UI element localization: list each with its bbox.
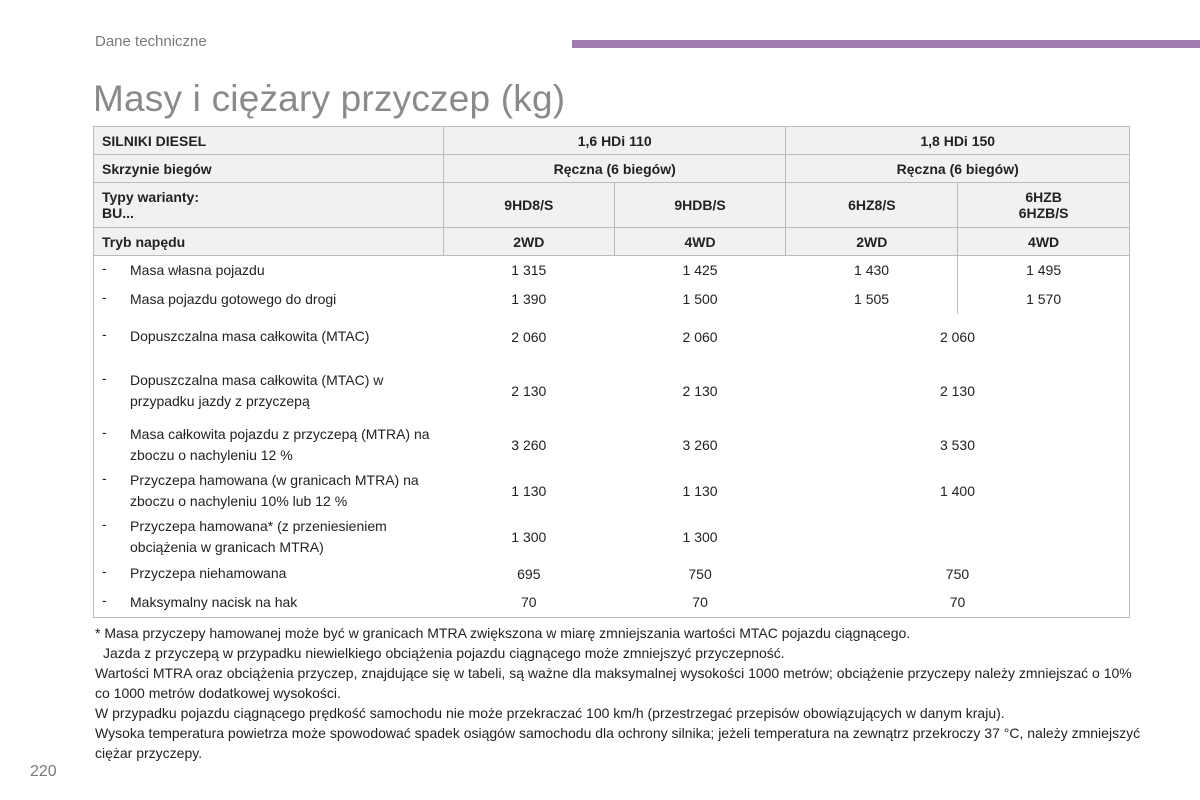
row-dash: - [102, 469, 107, 486]
row-value: 1 400 [785, 467, 1130, 514]
row-value: 3 260 [682, 436, 718, 453]
footnotes: * Masa przyczepy hamowanej może być w gr… [95, 623, 1145, 763]
drive-2: 4WD [613, 227, 787, 256]
variants-label: Typy warianty: BU... [93, 182, 444, 228]
table-row-gearbox: Skrzynie biegów Ręczna (6 biegów) Ręczna… [93, 154, 1130, 183]
table-row-variants: Typy warianty: BU... 9HD8/S 9HDB/S 6HZ8/… [93, 182, 1130, 228]
gearbox-2: Ręczna (6 biegów) [785, 154, 1130, 183]
row-value: 1 425 [682, 262, 718, 279]
row-label: Masa pojazdu gotowego do drogi [130, 290, 337, 307]
row-label: Masa całkowita pojazdu z przyczepą (MTRA… [130, 425, 430, 463]
footnote: Jazda z przyczepą w przypadku niewielkie… [103, 645, 785, 661]
row-label: Przyczepa hamowana (w granicach MTRA) na… [130, 471, 419, 509]
row-dash: - [102, 591, 107, 608]
row-value: 750 [785, 559, 1130, 588]
row-value: 1 315 [511, 262, 547, 279]
row-value: 750 [688, 565, 712, 582]
row-value: 1 500 [682, 291, 718, 307]
row-value: 2 060 [785, 313, 1130, 360]
variant-4-line1: 6HZB [1025, 189, 1062, 205]
row-value: 1 505 [854, 291, 890, 307]
gearbox-label: Skrzynie biegów [93, 154, 444, 183]
variant-1: 9HD8/S [442, 182, 615, 228]
drive-3: 2WD [785, 227, 959, 256]
variant-3: 6HZ8/S [785, 182, 959, 228]
variant-4-line2: 6HZB/S [1018, 205, 1069, 221]
footnote: Wysoka temperatura powietrza może spowod… [95, 725, 1141, 761]
table-row: - Masa całkowita pojazdu z przyczepą (MTR… [93, 421, 1130, 468]
footnote: * Masa przyczepy hamowanej może być w gr… [95, 625, 911, 641]
trailer-weights-table: SILNIKI DIESEL 1,6 HDi 110 1,8 HDi 150 S… [93, 126, 1130, 618]
table-row: - Masa własna pojazdu 1 315 1 425 1 430 1… [93, 255, 1130, 285]
variants-label-line2: BU... [102, 205, 134, 221]
table-row: - Dopuszczalna masa całkowita (MTAC) w pr… [93, 359, 1130, 422]
row-label: Maksymalny nacisk na hak [130, 593, 298, 610]
row-value [785, 513, 1130, 560]
row-value: 2 130 [785, 359, 1130, 422]
page-number: 220 [30, 763, 57, 780]
row-value: 2 060 [682, 328, 718, 345]
footnote: Wartości MTRA oraz obciążenia przyczep, … [95, 665, 1132, 701]
section-accent-bar [572, 40, 1200, 48]
row-value: 1 495 [957, 255, 1130, 285]
variants-label-line1: Typy warianty: [102, 189, 199, 205]
row-dash: - [102, 515, 107, 532]
table-row: - Przyczepa niehamowana 695 750 750 [93, 559, 1130, 588]
table-row-engines: SILNIKI DIESEL 1,6 HDi 110 1,8 HDi 150 [93, 126, 1130, 155]
table-row: - Dopuszczalna masa całkowita (MTAC) 2 06… [93, 313, 1130, 360]
row-label: Masa własna pojazdu [130, 261, 265, 278]
row-value: 1 570 [957, 284, 1130, 314]
table-row: - Przyczepa hamowana* (z przeniesieniem o… [93, 513, 1130, 560]
row-label: Przyczepa niehamowana [130, 565, 287, 581]
row-value: 695 [517, 565, 541, 582]
row-dash: - [102, 259, 107, 276]
row-label: Dopuszczalna masa całkowita (MTAC) w prz… [130, 371, 384, 409]
row-value: 70 [614, 587, 786, 618]
row-label: Dopuszczalna masa całkowita (MTAC) [130, 328, 370, 344]
row-value: 2 060 [511, 328, 547, 345]
table-row: - Maksymalny nacisk na hak 70 70 70 [93, 587, 1130, 618]
row-value: 1 130 [511, 482, 547, 499]
row-dash: - [102, 563, 107, 579]
row-dash: - [102, 326, 107, 342]
footnote: W przypadku pojazdu ciągnącego prędkość … [95, 705, 1005, 721]
drive-4: 4WD [957, 227, 1130, 256]
row-value: 70 [443, 587, 615, 618]
drive-label: Tryb napędu [93, 227, 444, 256]
row-value: 3 260 [511, 436, 547, 453]
row-value: 70 [785, 587, 1130, 618]
row-value: 1 430 [854, 262, 890, 279]
row-value: 3 530 [785, 421, 1130, 468]
row-value: 2 130 [682, 382, 718, 399]
engines-label: SILNIKI DIESEL [93, 126, 444, 155]
table-row-drive: Tryb napędu 2WD 4WD 2WD 4WD [93, 227, 1130, 256]
variant-2: 9HDB/S [613, 182, 787, 228]
row-label: Przyczepa hamowana* (z przeniesieniem ob… [130, 517, 387, 555]
page-title: Masy i ciężary przyczep (kg) [93, 78, 566, 119]
variant-4: 6HZB 6HZB/S [957, 182, 1130, 228]
row-value: 1 300 [682, 528, 718, 545]
row-dash: - [102, 369, 107, 386]
row-dash: - [102, 423, 107, 440]
row-dash: - [102, 288, 107, 305]
engine-1-header: 1,6 HDi 110 [442, 126, 787, 155]
row-value: 2 130 [511, 382, 547, 399]
row-value: 1 300 [511, 528, 547, 545]
table-row: - Masa pojazdu gotowego do drogi 1 390 1 … [93, 284, 1130, 314]
drive-1: 2WD [442, 227, 615, 256]
row-value: 1 390 [511, 291, 547, 307]
section-label: Dane techniczne [95, 33, 207, 50]
row-value: 1 130 [682, 482, 718, 499]
gearbox-1: Ręczna (6 biegów) [442, 154, 787, 183]
table-row: - Przyczepa hamowana (w granicach MTRA) n… [93, 467, 1130, 514]
engine-2-header: 1,8 HDi 150 [785, 126, 1130, 155]
